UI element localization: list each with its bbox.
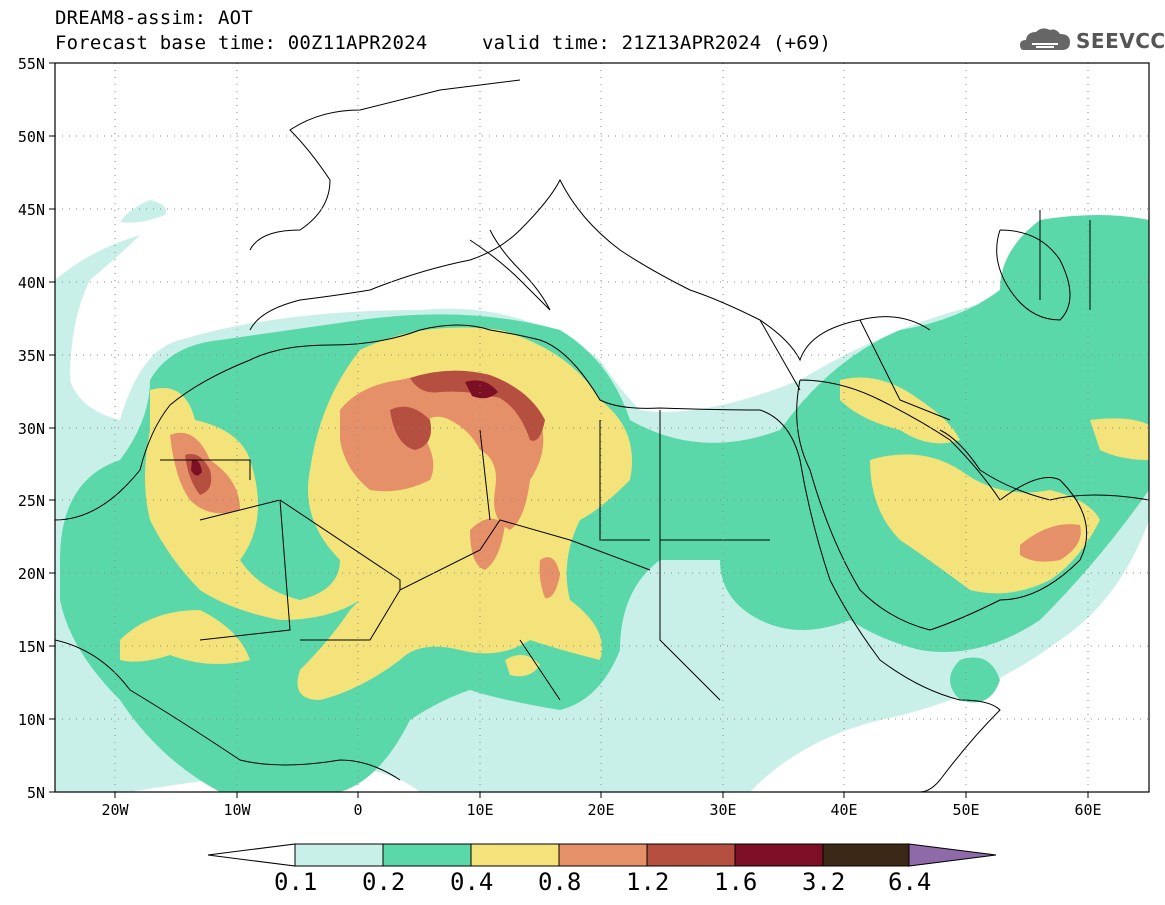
lat-label: 35N bbox=[18, 347, 45, 365]
lat-label: 50N bbox=[18, 128, 45, 146]
logo-text: SEEVCCC bbox=[1076, 29, 1165, 53]
coastline-africa bbox=[55, 324, 1001, 792]
longitude-labels: 20W 10W 0 10E 20E 30E 40E 50E 60E bbox=[101, 801, 1101, 819]
aot-band-0.4 bbox=[1090, 418, 1149, 460]
lat-label: 20N bbox=[18, 565, 45, 583]
colorbar-segment bbox=[382, 843, 472, 867]
aot-band-1.6 bbox=[465, 380, 498, 399]
colorbar bbox=[207, 843, 997, 867]
axis-ticks bbox=[49, 62, 1089, 798]
aot-band-1.6 bbox=[191, 459, 202, 476]
lat-label: 55N bbox=[18, 55, 45, 73]
lat-label: 25N bbox=[18, 492, 45, 510]
lon-label: 20E bbox=[587, 801, 614, 819]
colorbar-segment bbox=[822, 843, 910, 867]
lat-label: 10N bbox=[18, 711, 45, 729]
lon-label: 10E bbox=[466, 801, 493, 819]
aot-fields bbox=[55, 200, 1149, 792]
aot-band-0.8 bbox=[539, 557, 560, 599]
aot-band-0.8 bbox=[470, 518, 505, 570]
lon-label: 10W bbox=[223, 801, 251, 819]
lon-label: 60E bbox=[1074, 801, 1101, 819]
colorbar-level: 0.4 bbox=[450, 868, 494, 896]
colorbar-level: 0.2 bbox=[362, 868, 406, 896]
aot-band-0.4 bbox=[505, 655, 540, 677]
colorbar-segment bbox=[470, 843, 560, 867]
map-grid bbox=[55, 63, 1149, 792]
aot-band-0.2 bbox=[950, 657, 1000, 703]
coastline-europe bbox=[249, 79, 931, 362]
lon-label: 40E bbox=[830, 801, 857, 819]
colorbar-under-arrow bbox=[207, 843, 296, 867]
latitude-labels: 55N 50N 45N 40N 35N 30N 25N 20N 15N 10N … bbox=[18, 55, 45, 802]
forecast-base-time: Forecast base time: 00Z11APR2024 bbox=[55, 32, 428, 54]
coastline-caspian bbox=[996, 229, 1071, 321]
aot-band-1.2 bbox=[390, 406, 431, 450]
coastlines-and-borders bbox=[55, 79, 1149, 792]
border-lines bbox=[160, 210, 1091, 701]
colorbar-level: 0.8 bbox=[538, 868, 582, 896]
aot-band-0.8 bbox=[1020, 524, 1081, 562]
lat-label: 15N bbox=[18, 638, 45, 656]
lat-label: 30N bbox=[18, 420, 45, 438]
colorbar-segment bbox=[734, 843, 824, 867]
aot-band-1.2 bbox=[410, 370, 545, 441]
lon-label: 0 bbox=[353, 801, 362, 819]
colorbar-level: 3.2 bbox=[802, 868, 846, 896]
aot-band-0.1 bbox=[120, 200, 166, 223]
colorbar-level: 1.2 bbox=[626, 868, 670, 896]
coastline-gulf bbox=[939, 429, 1149, 501]
lon-label: 50E bbox=[952, 801, 979, 819]
lon-label: 30E bbox=[709, 801, 736, 819]
aot-band-0.4 bbox=[120, 610, 250, 664]
valid-time: valid time: 21Z13APR2024 (+69) bbox=[482, 32, 832, 54]
colorbar-level: 0.1 bbox=[274, 868, 318, 896]
lat-label: 5N bbox=[27, 784, 45, 802]
lat-label: 45N bbox=[18, 201, 45, 219]
coastline-italy bbox=[469, 229, 551, 311]
colorbar-segment bbox=[558, 843, 648, 867]
colorbar-segment bbox=[294, 843, 384, 867]
colorbar-level: 6.4 bbox=[888, 868, 932, 896]
lat-label: 40N bbox=[18, 274, 45, 292]
colorbar-level: 1.6 bbox=[714, 868, 758, 896]
cloud-icon bbox=[1020, 28, 1070, 50]
map-title: DREAM8-assim: AOT bbox=[55, 7, 253, 29]
lon-label: 20W bbox=[101, 801, 129, 819]
colorbar-over-arrow bbox=[908, 843, 997, 867]
colorbar-segment bbox=[646, 843, 736, 867]
coastline-arabia bbox=[796, 379, 1088, 631]
